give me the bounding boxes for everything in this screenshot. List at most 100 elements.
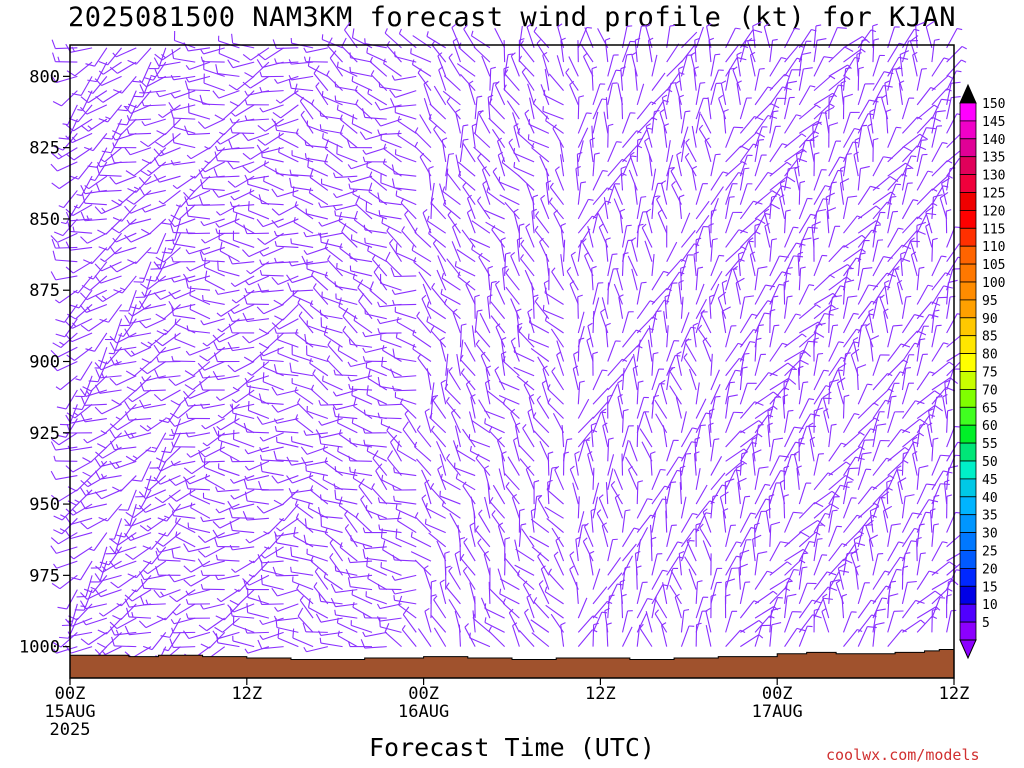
wind-barb-staff: [636, 382, 639, 405]
wind-barb: [522, 424, 535, 448]
wind-barb-staff: [473, 132, 491, 149]
wind-barb: [543, 89, 564, 106]
wind-barb-halfflag: [244, 465, 250, 471]
wind-barb-flag: [111, 199, 121, 206]
wind-barb-flag: [50, 470, 57, 480]
wind-barb-flag: [203, 457, 206, 468]
wind-barb-halfflag: [430, 425, 435, 431]
wind-barb-flag: [273, 450, 277, 461]
wind-barb-staff: [400, 202, 417, 220]
wind-barb-flag: [256, 306, 265, 315]
wind-barb-halfflag: [647, 498, 653, 501]
wind-barb-staff: [566, 270, 579, 291]
wind-barb-halfflag: [214, 574, 219, 580]
wind-barb: [65, 132, 93, 144]
wind-barb-halfflag: [216, 597, 222, 603]
wind-barb: [351, 589, 373, 605]
wind-barb: [477, 153, 491, 177]
wind-barb: [219, 441, 240, 462]
wind-barb: [561, 425, 565, 448]
wind-barb-halfflag: [362, 331, 366, 337]
wind-barb-staff: [651, 353, 654, 376]
wind-barb: [514, 564, 535, 576]
wind-barb-staff: [232, 640, 255, 648]
wind-barb: [259, 446, 284, 453]
wind-barb: [112, 47, 137, 58]
wind-barb-halfflag: [554, 465, 560, 471]
wind-barb-staff: [577, 199, 589, 220]
wind-barb: [339, 243, 358, 263]
wind-barb: [577, 416, 594, 434]
wind-barb: [491, 510, 506, 533]
wind-barb-staff: [204, 279, 225, 291]
wind-barb-halfflag: [535, 211, 540, 216]
wind-barb: [155, 532, 181, 547]
wind-barb-staff: [73, 546, 93, 560]
wind-barb-staff: [444, 303, 461, 320]
wind-barb-halfflag: [489, 426, 493, 432]
wind-barb: [244, 61, 270, 78]
wind-barb: [479, 313, 491, 334]
wind-barb-halfflag: [76, 193, 82, 197]
wind-barb: [389, 238, 402, 263]
wind-barb-flag: [199, 251, 204, 261]
wind-barb-flag: [82, 471, 92, 478]
wind-barb-staff: [426, 368, 432, 391]
wind-barb: [577, 429, 598, 448]
wind-barb-staff: [500, 353, 506, 376]
wind-barb-halfflag: [624, 566, 631, 569]
wind-barb-flag: [287, 282, 292, 292]
wind-barb-flag: [271, 386, 278, 396]
wind-barb-staff: [133, 446, 152, 462]
wind-barb-flag: [97, 629, 107, 635]
wind-barb: [324, 528, 343, 548]
wind-barb: [635, 565, 642, 590]
wind-barb: [446, 453, 461, 476]
wind-barb-flag: [227, 255, 233, 265]
wind-barb-halfflag: [440, 379, 446, 384]
wind-barb-staff: [445, 154, 450, 177]
wind-barb-staff: [160, 289, 181, 300]
wind-barb: [286, 274, 314, 284]
wind-barb-staff: [577, 440, 586, 462]
wind-barb-flag: [124, 205, 132, 214]
wind-barb-staff: [601, 297, 609, 319]
wind-barb: [485, 365, 492, 391]
wind-barb-halfflag: [469, 445, 472, 452]
wind-barb-staff: [603, 111, 609, 134]
wind-barb-halfflag: [274, 240, 277, 247]
wind-barb-staff: [545, 254, 550, 277]
wind-barb-flag: [277, 628, 280, 639]
wind-barb: [124, 328, 152, 338]
wind-barb-staff: [577, 597, 588, 619]
wind-barb: [574, 451, 580, 476]
wind-barb-flag: [227, 59, 234, 68]
wind-barb-staff: [324, 162, 343, 177]
wind-barb-halfflag: [363, 224, 366, 231]
wind-barb: [286, 475, 314, 484]
wind-barb-staff: [276, 129, 299, 134]
wind-barb-staff: [189, 346, 211, 356]
wind-barb: [247, 400, 270, 420]
wind-barb: [423, 97, 432, 120]
wind-barb: [84, 133, 108, 152]
wind-barb: [337, 446, 358, 462]
wind-barb: [306, 259, 329, 277]
wind-barb-flag: [144, 77, 154, 81]
wind-barb-halfflag: [584, 522, 589, 528]
wind-barb: [513, 346, 535, 362]
wind-barb: [230, 456, 255, 463]
wind-barb-staff: [524, 612, 535, 633]
wind-barb-halfflag: [421, 494, 427, 499]
wind-barb-flag: [256, 144, 263, 154]
wind-barb: [172, 603, 196, 616]
wind-barb-flag: [258, 393, 263, 403]
wind-barb-staff: [116, 375, 137, 386]
wind-barb-halfflag: [112, 142, 115, 148]
wind-barb-staff: [92, 76, 108, 94]
wind-barb-staff: [486, 390, 505, 405]
wind-barb-staff: [520, 258, 535, 277]
wind-barb-staff: [518, 60, 535, 77]
wind-barb-halfflag: [244, 90, 248, 96]
wind-barb: [547, 479, 553, 505]
